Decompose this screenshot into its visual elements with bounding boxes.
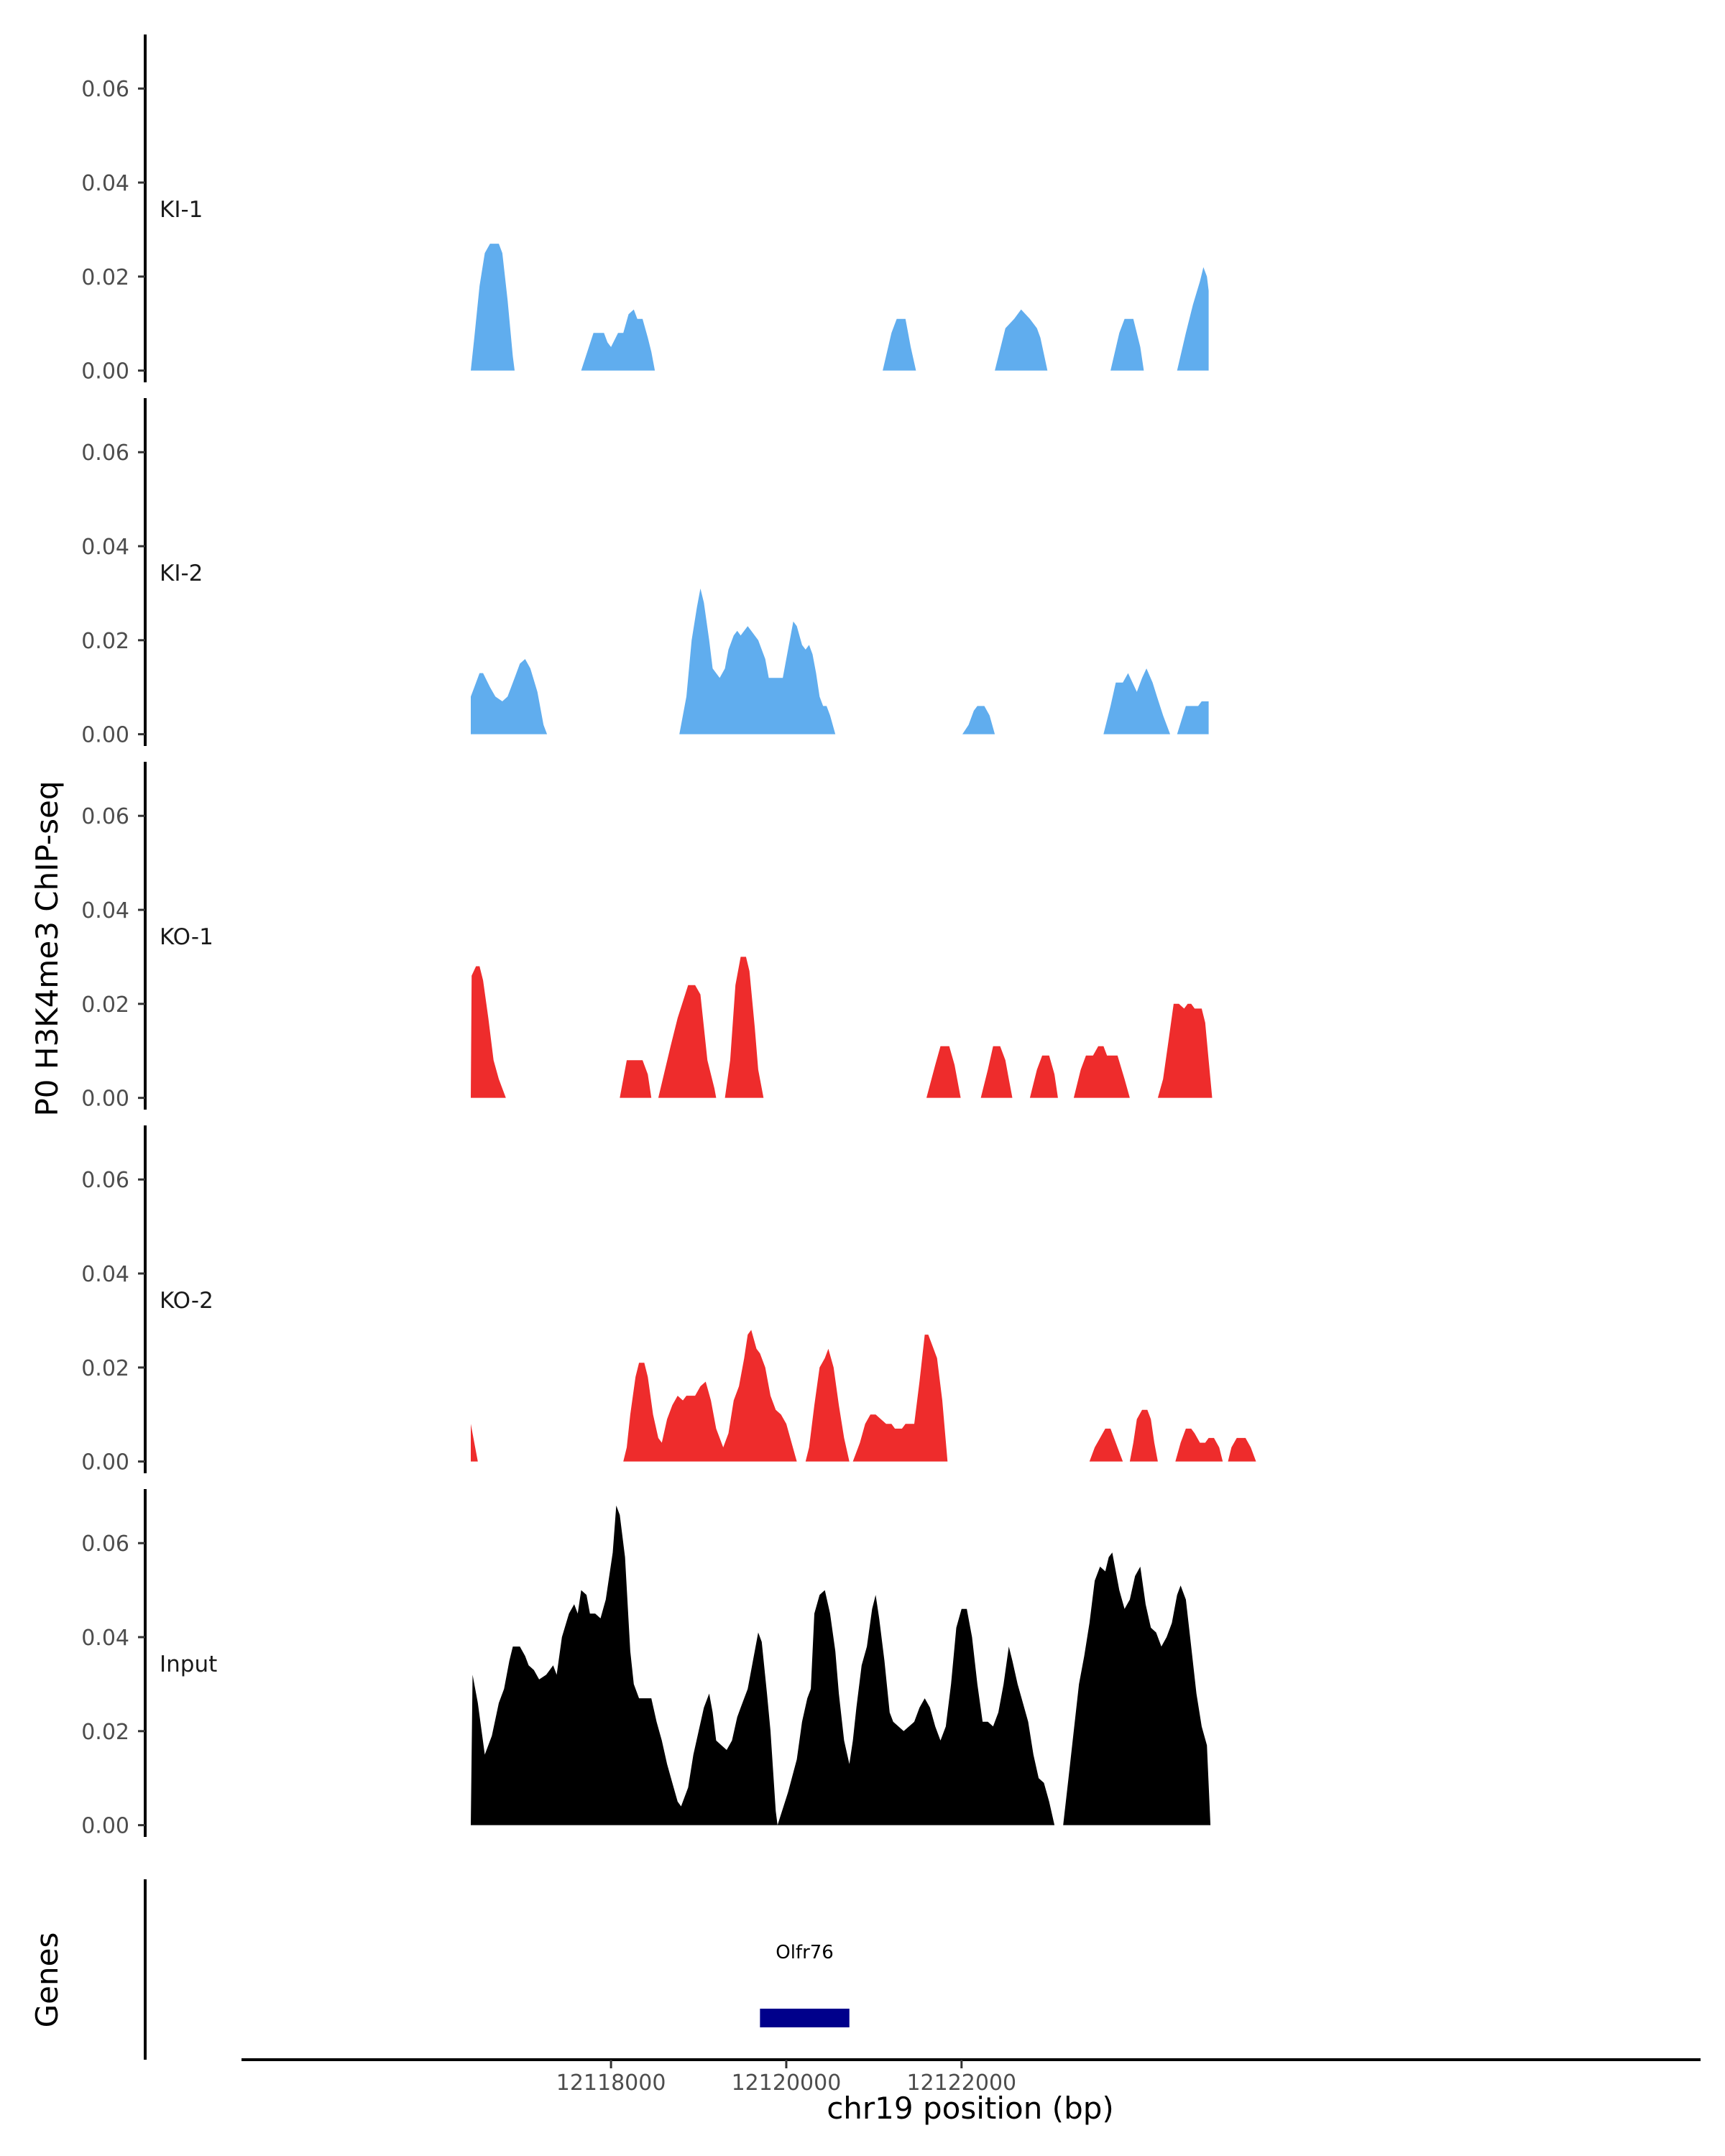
track-label-ki-1: KI-1	[160, 197, 203, 223]
y-tick-label: 0.04	[81, 898, 129, 923]
x-tick-label: 12120000	[732, 2070, 842, 2096]
y-tick-label: 0.02	[81, 629, 129, 654]
track-panel-ko-1: 0.00 0.02 0.04 0.06 KO-1	[81, 762, 1213, 1112]
signal-area-ki-1	[471, 244, 1209, 371]
x-tick-label: 12118000	[556, 2070, 666, 2096]
gene-panel: Olfr76	[144, 1879, 850, 2060]
signal-area-ki-2	[471, 588, 1209, 734]
track-panel-ki-1: 0.00 0.02 0.04 0.06 KI-1	[81, 34, 1209, 384]
y-tick-label: 0.00	[81, 1450, 129, 1475]
y-tick-label: 0.04	[81, 1262, 129, 1287]
y-tick-label: 0.04	[81, 171, 129, 196]
y-tick-label: 0.02	[81, 265, 129, 290]
track-label-ko-1: KO-1	[160, 924, 213, 950]
track-label-ko-2: KO-2	[160, 1288, 213, 1314]
gene-label-olfr76: Olfr76	[776, 1942, 834, 1963]
y-tick-label: 0.06	[81, 77, 129, 102]
gene-bar-olfr76	[760, 2009, 850, 2027]
track-panel-ko-2: 0.00 0.02 0.04 0.06 KO-2	[81, 1125, 1256, 1475]
signal-area-input	[471, 1505, 1211, 1825]
y-axis-title: P0 H3K4me3 ChIP-seq	[29, 780, 65, 1116]
y-tick-label: 0.06	[81, 1168, 129, 1193]
x-tick-label: 12122000	[906, 2070, 1016, 2096]
track-panel-input: 0.00 0.02 0.04 0.06 Input	[81, 1489, 1211, 1839]
track-label-input: Input	[160, 1651, 217, 1677]
genes-axis-title: Genes	[29, 1932, 65, 2028]
y-tick-label: 0.00	[81, 1814, 129, 1839]
y-tick-label: 0.06	[81, 441, 129, 466]
y-tick-label: 0.04	[81, 1626, 129, 1651]
y-tick-label: 0.02	[81, 992, 129, 1018]
y-tick-label: 0.00	[81, 359, 129, 384]
x-axis-title: chr19 position (bp)	[827, 2091, 1114, 2126]
track-panel-ki-2: 0.00 0.02 0.04 0.06 KI-2	[81, 398, 1209, 748]
y-tick-label: 0.02	[81, 1356, 129, 1381]
y-tick-label: 0.06	[81, 1531, 129, 1557]
track-panels: 0.00 0.02 0.04 0.06 KI-1 0.00 0.02 0.04 0.06 KI-2…	[81, 34, 1256, 1839]
y-tick-label: 0.04	[81, 535, 129, 560]
y-tick-label: 0.06	[81, 804, 129, 829]
signal-area-ko-2	[471, 1330, 1256, 1462]
y-tick-label: 0.02	[81, 1720, 129, 1745]
x-axis: 12118000 12120000 12122000	[242, 2058, 1701, 2096]
y-tick-label: 0.00	[81, 1087, 129, 1112]
track-label-ki-2: KI-2	[160, 561, 203, 586]
y-tick-label: 0.00	[81, 723, 129, 748]
signal-area-ko-1	[471, 957, 1213, 1098]
